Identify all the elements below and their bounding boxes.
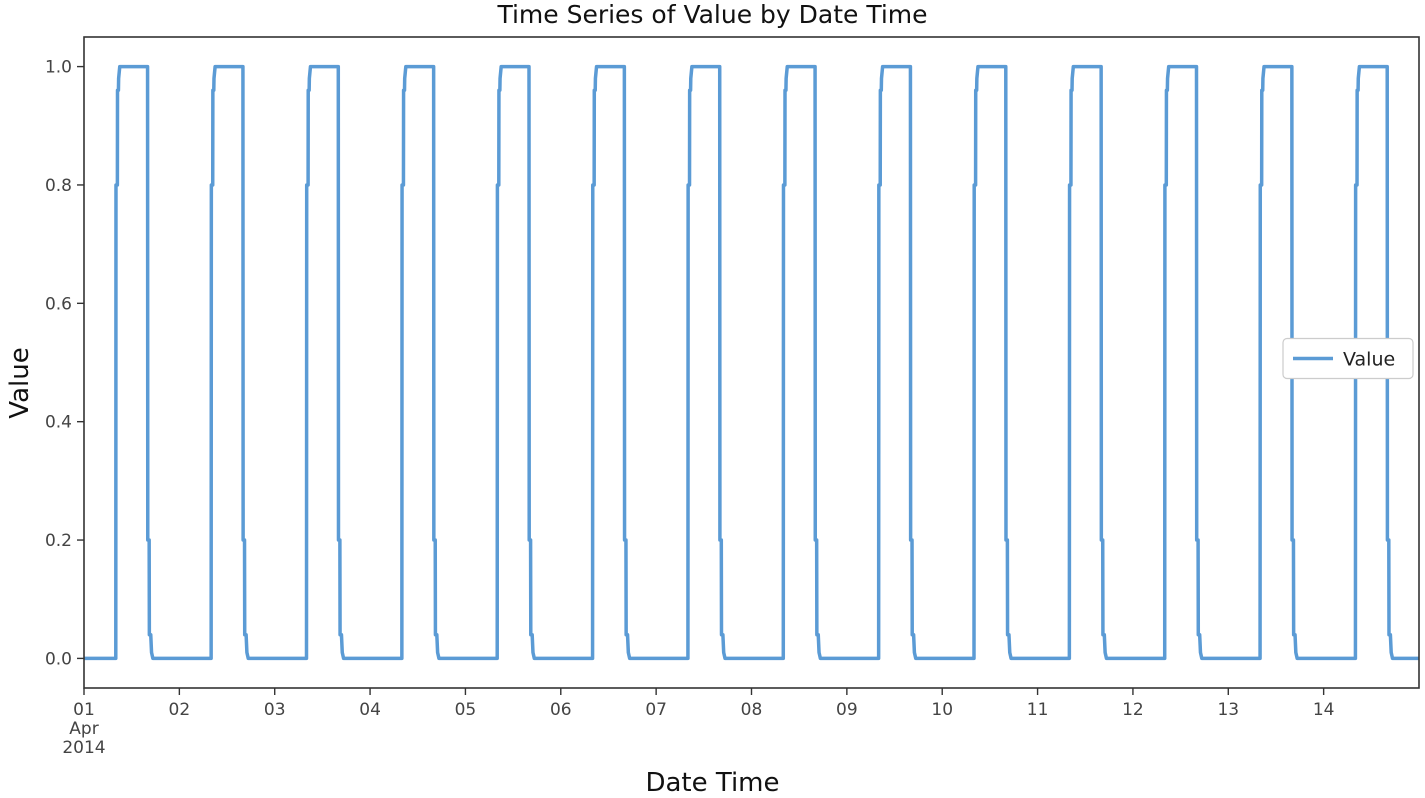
series-line-value (84, 64, 1419, 661)
x-tick-label: 01 (73, 700, 95, 720)
y-tick-label: 0.6 (45, 294, 72, 314)
x-tick-label: 07 (645, 700, 667, 720)
plot-frame (83, 36, 1420, 689)
legend-label: Value (1343, 349, 1395, 371)
x-tick-label: 05 (455, 700, 477, 720)
x-tick-sublabel: Apr (69, 719, 98, 739)
legend-box (1282, 337, 1414, 380)
x-tick-label: 04 (359, 700, 381, 720)
x-tick-label: 06 (550, 700, 572, 720)
chart-title: Time Series of Value by Date Time (497, 0, 928, 29)
x-tick-label: 10 (931, 700, 953, 720)
y-tick-label: 0.8 (45, 176, 72, 196)
x-tick-label: 02 (169, 700, 191, 720)
x-tick-label: 09 (836, 700, 858, 720)
x-tick-label: 14 (1313, 700, 1335, 720)
x-tick-label: 13 (1217, 700, 1239, 720)
x-tick-label: 11 (1027, 700, 1049, 720)
x-tick-label: 03 (264, 700, 286, 720)
y-tick-label: 1.0 (45, 58, 72, 78)
y-tick-label: 0.2 (45, 531, 72, 551)
y-tick-label: 0.0 (45, 649, 72, 669)
x-tick-label: 08 (741, 700, 763, 720)
x-tick-label: 12 (1122, 700, 1144, 720)
x-axis-label: Date Time (645, 768, 780, 798)
y-tick-label: 0.4 (45, 413, 72, 433)
x-tick-sublabel: 2014 (62, 738, 105, 758)
